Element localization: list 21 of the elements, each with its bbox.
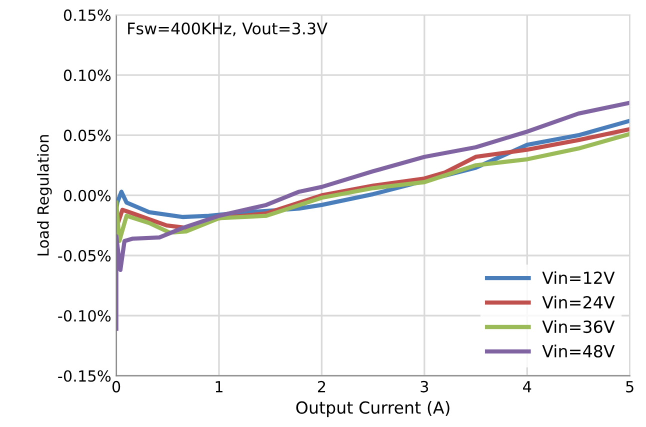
y-tick-label: 0.15% xyxy=(64,9,111,21)
legend-label: Vin=48V xyxy=(542,344,615,358)
x-axis-title: Output Current (A) xyxy=(296,400,450,418)
legend-label: Vin=12V xyxy=(542,271,615,284)
x-tick-label: 5 xyxy=(626,381,634,392)
annotation: Fsw=400KHz, Vout=3.3V xyxy=(128,22,328,36)
x-tick-label: 2 xyxy=(318,380,326,392)
legend-label: Vin=36V xyxy=(542,320,615,334)
x-tick-label: 1 xyxy=(216,381,222,392)
legend-label: Vin=24V xyxy=(542,296,615,308)
x-tick-label: 0 xyxy=(112,380,120,392)
line-series xyxy=(116,132,630,244)
x-tick-label: 4 xyxy=(523,381,532,392)
y-tick-label: 0.05% xyxy=(64,130,111,142)
y-tick-label: 0.00% xyxy=(64,190,111,202)
y-tick-label: 0.10% xyxy=(64,70,111,82)
y-tick-label: -0.05% xyxy=(58,250,111,262)
y-tick-label: -0.15% xyxy=(58,370,111,382)
x-tick-label: 3 xyxy=(420,380,428,392)
y-tick-label: -0.10% xyxy=(58,310,111,322)
y-axis-title: Load Regulation xyxy=(37,135,52,256)
